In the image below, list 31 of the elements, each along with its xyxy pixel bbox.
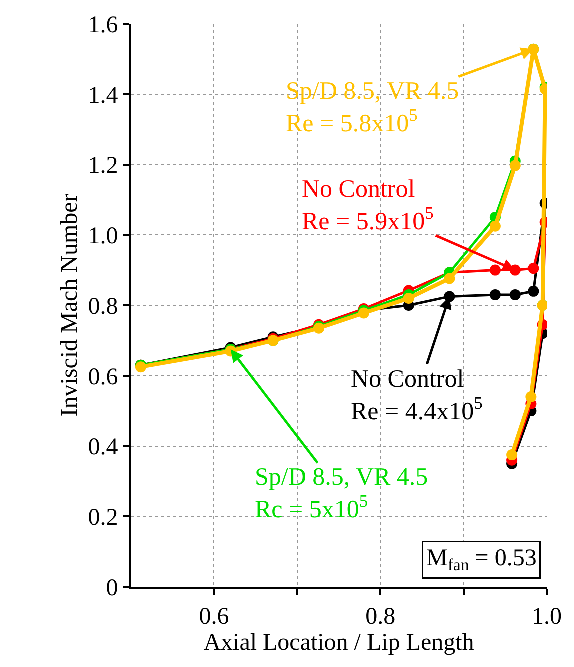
annotation: Sp/D 8.5, VR 4.5 Rc = 5x10$^{5}$ xyxy=(255,464,428,524)
y-tick-label: 0.8 xyxy=(88,294,118,320)
annotation: No Control Re = 5.9x10$^{5}$ xyxy=(302,176,434,236)
point xyxy=(490,289,501,300)
point xyxy=(444,273,456,284)
point xyxy=(403,292,414,304)
annotation: No Control Re = 4.4x10$^{5}$ xyxy=(351,366,484,426)
point xyxy=(506,450,518,461)
point xyxy=(528,286,540,297)
y-tick-label: 1.0 xyxy=(88,224,118,250)
point xyxy=(528,263,540,274)
x-tick-label: 1.0 xyxy=(532,604,562,630)
point xyxy=(490,264,501,276)
annotation: M$_{fan}$ = 0.53 xyxy=(426,546,537,575)
y-tick-label: 1.6 xyxy=(88,12,118,38)
y-tick-label: 0.6 xyxy=(88,364,118,390)
point xyxy=(358,308,370,319)
point xyxy=(510,160,521,172)
y-tick-label: 0.2 xyxy=(88,505,118,532)
x-axis-title: Axial Location / Lip Length xyxy=(204,630,474,656)
x-tick-label: 0.6 xyxy=(199,604,230,630)
y-tick-label: 0.4 xyxy=(88,434,118,461)
point xyxy=(490,220,501,232)
point xyxy=(526,391,537,402)
annotation: Sp/D 8.5, VR 4.5 Re = 5.8x10$^{5}$ xyxy=(286,78,460,138)
point xyxy=(510,289,521,300)
y-tick-label: 0 xyxy=(106,575,118,602)
y-axis-title: Inviscid Mach Number xyxy=(56,194,83,417)
y-tick-label: 1.2 xyxy=(88,153,118,180)
x-tick-label: 0.8 xyxy=(366,604,396,630)
y-tick-label: 1.4 xyxy=(88,82,118,109)
